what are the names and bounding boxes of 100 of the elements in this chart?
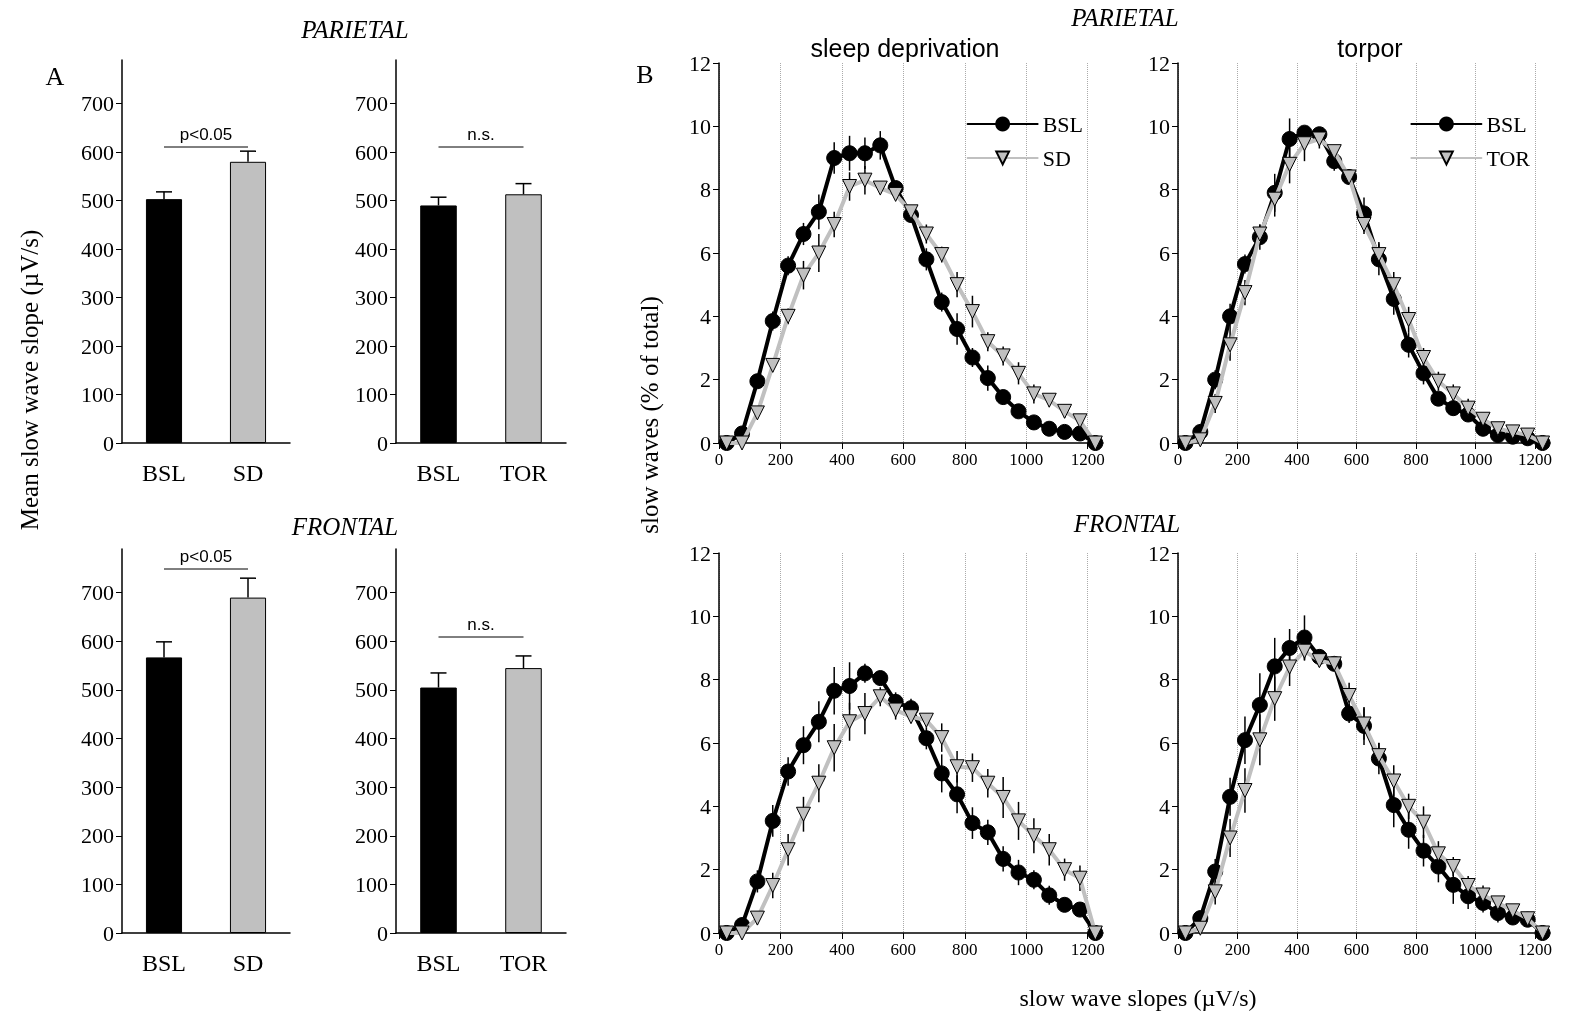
y-tick-label: 10 <box>689 603 711 629</box>
x-tick-label: 0 <box>714 450 724 469</box>
y-tick-label: 700 <box>355 580 388 606</box>
y-tick-label: 10 <box>1148 603 1170 629</box>
y-tick-label: 8 <box>700 667 711 693</box>
y-tick-label: 700 <box>81 580 114 606</box>
annotation: n.s. <box>467 125 495 144</box>
x-tick-label: TOR <box>499 950 548 976</box>
x-tick-label: 1200 <box>1518 940 1553 959</box>
x-tick-label: SD <box>232 950 264 976</box>
y-tick-label: 12 <box>689 50 711 76</box>
y-tick-label: 700 <box>81 91 114 117</box>
y-tick-label: 6 <box>1159 240 1170 266</box>
y-tick-label: 200 <box>355 333 388 359</box>
x-tick-label: 800 <box>952 450 978 469</box>
x-tick-label: 800 <box>1403 450 1429 469</box>
x-tick-label: 1000 <box>1458 940 1493 959</box>
chart-subtitle: sleep deprivation <box>810 33 1000 63</box>
y-tick-label: 6 <box>1159 730 1170 756</box>
x-tick-label: 200 <box>767 940 794 959</box>
x-tick-label: BSL <box>141 460 187 486</box>
y-tick-label: 100 <box>355 382 388 408</box>
y-tick-label: 500 <box>355 677 388 703</box>
y-tick-label: 12 <box>689 540 711 566</box>
y-tick-label: 400 <box>81 726 114 752</box>
x-tick-label: 1000 <box>1009 450 1044 469</box>
chart-title: PARIETAL <box>1071 4 1179 32</box>
x-tick-label: 600 <box>890 450 917 469</box>
legend-label: SD <box>1042 145 1071 171</box>
x-tick-label: 1200 <box>1518 450 1553 469</box>
y-tick-label: 100 <box>355 871 388 897</box>
y-tick-label: 6 <box>700 240 711 266</box>
chart-subtitle: torpor <box>1337 33 1403 63</box>
y-tick-label: 10 <box>689 113 711 139</box>
x-tick-label: BSL <box>416 950 461 976</box>
y-tick-label: 100 <box>81 871 114 897</box>
x-tick-label: 200 <box>1224 940 1251 959</box>
x-tick-label: 200 <box>1224 450 1251 469</box>
x-tick-label: 600 <box>1343 450 1370 469</box>
text: FRONTAL <box>291 513 399 541</box>
text: A <box>45 62 65 92</box>
y-tick-label: 4 <box>1159 793 1170 819</box>
y-tick-label: 12 <box>1148 540 1170 566</box>
y-tick-label: 600 <box>81 139 114 165</box>
x-tick-label: TOR <box>499 460 548 486</box>
y-tick-label: 300 <box>355 285 388 311</box>
y-tick-label: 700 <box>355 91 388 117</box>
y-tick-label: 500 <box>81 677 114 703</box>
annotation: n.s. <box>467 615 495 634</box>
legend-label: TOR <box>1486 145 1531 171</box>
annotation: p<0.05 <box>179 125 233 144</box>
y-tick-label: 2 <box>700 857 711 883</box>
y-tick-label: 6 <box>700 730 711 756</box>
y-tick-label: 8 <box>1159 667 1170 693</box>
x-tick-label: 1200 <box>1070 940 1105 959</box>
y-tick-label: 600 <box>355 628 388 654</box>
y-tick-label: 200 <box>81 333 114 359</box>
y-tick-label: 4 <box>700 303 711 329</box>
y-tick-label: 2 <box>1159 367 1170 393</box>
y-tick-label: 100 <box>81 382 114 408</box>
y-tick-label: 4 <box>700 793 711 819</box>
y-tick-label: 500 <box>81 188 114 214</box>
x-tick-label: SD <box>232 460 264 486</box>
y-tick-label: 300 <box>355 774 388 800</box>
y-tick-label: 200 <box>81 823 114 849</box>
x-tick-label: BSL <box>141 950 187 976</box>
x-axis-title: slow wave slopes (µV/s) <box>1019 984 1257 1012</box>
y-tick-label: 400 <box>355 236 388 262</box>
annotation: p<0.05 <box>179 547 233 566</box>
y-tick-label: 300 <box>81 774 114 800</box>
x-tick-label: 0 <box>714 940 724 959</box>
x-tick-label: 800 <box>952 940 978 959</box>
text: B <box>636 60 654 90</box>
y-tick-label: 500 <box>355 188 388 214</box>
y-tick-label: 4 <box>1159 303 1170 329</box>
y-tick-label: 8 <box>700 177 711 203</box>
chart-title: FRONTAL <box>1073 510 1181 538</box>
y-tick-label: 200 <box>355 823 388 849</box>
x-tick-label: 1000 <box>1009 940 1044 959</box>
x-tick-label: 1200 <box>1070 450 1105 469</box>
legend-label: BSL <box>1042 111 1084 137</box>
y-tick-label: 12 <box>1148 50 1170 76</box>
y-tick-label: 10 <box>1148 113 1170 139</box>
legend-label: BSL <box>1486 111 1527 137</box>
x-tick-label: 0 <box>1173 450 1183 469</box>
y-tick-label: 2 <box>700 367 711 393</box>
x-tick-label: 0 <box>1173 940 1183 959</box>
y-tick-label: 2 <box>1159 857 1170 883</box>
y-tick-label: 600 <box>81 628 114 654</box>
x-tick-label: 400 <box>829 450 855 469</box>
x-tick-label: 400 <box>1284 450 1310 469</box>
x-tick-label: 600 <box>1343 940 1370 959</box>
y-tick-label: 300 <box>81 285 114 311</box>
x-tick-label: 800 <box>1403 940 1429 959</box>
y-tick-label: 8 <box>1159 177 1170 203</box>
y-tick-label: 400 <box>355 726 388 752</box>
x-tick-label: 400 <box>829 940 855 959</box>
x-tick-label: BSL <box>416 460 461 486</box>
y-tick-label: 600 <box>355 139 388 165</box>
x-tick-label: 400 <box>1284 940 1310 959</box>
